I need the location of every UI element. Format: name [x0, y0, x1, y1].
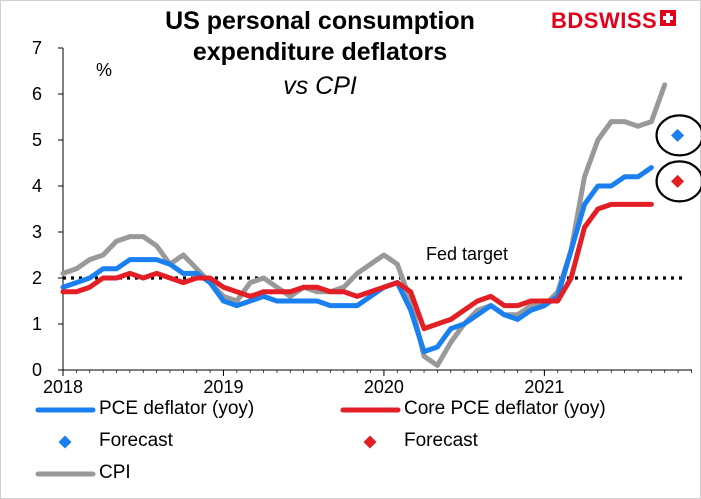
legend-label-core-pce-forecast: Forecast	[404, 430, 478, 451]
y-tick-label: 7	[32, 38, 42, 58]
cpi-line	[60, 82, 668, 368]
y-tick-label: 6	[32, 84, 42, 104]
y-tick-label: 5	[32, 130, 42, 150]
brand-logo-text: BDSWISS	[551, 8, 658, 33]
y-tick-label: 4	[32, 176, 42, 196]
forecast-highlight-circle	[655, 160, 701, 203]
chart-subtitle: vs CPI	[283, 72, 357, 100]
chart-title: US personal consumption expenditure defl…	[165, 7, 475, 66]
y-axis-unit: %	[96, 60, 113, 80]
y-tick-label: 3	[32, 222, 42, 242]
x-tick-label: 2021	[524, 377, 564, 397]
legend-label-cpi: CPI	[99, 462, 131, 483]
y-tick-label: 1	[32, 314, 42, 334]
forecast-highlight-circle	[655, 114, 701, 157]
x-tick-label: 2020	[364, 377, 404, 397]
pce-forecast-marker	[671, 128, 685, 142]
legend-swatch-core-pce-forecast	[363, 435, 377, 449]
x-tick-label: 2019	[203, 377, 243, 397]
pce-deflator-line	[60, 165, 654, 355]
y-tick-label: 0	[32, 360, 42, 380]
legend-swatch-pce-forecast	[58, 435, 72, 449]
brand-logo: BDSWISS	[551, 8, 677, 34]
y-tick-label: 2	[32, 268, 42, 288]
legend-label-core-pce: Core PCE deflator (yoy)	[404, 398, 606, 419]
fed-target-label: Fed target	[426, 244, 508, 264]
legend-label-pce: PCE deflator (yoy)	[99, 398, 255, 419]
x-tick-label: 2018	[43, 377, 83, 397]
core-pce-forecast-marker	[671, 174, 685, 188]
legend-label-pce-forecast: Forecast	[99, 430, 173, 451]
swiss-cross-icon	[660, 10, 677, 26]
core-pce-deflator-line	[60, 201, 654, 332]
